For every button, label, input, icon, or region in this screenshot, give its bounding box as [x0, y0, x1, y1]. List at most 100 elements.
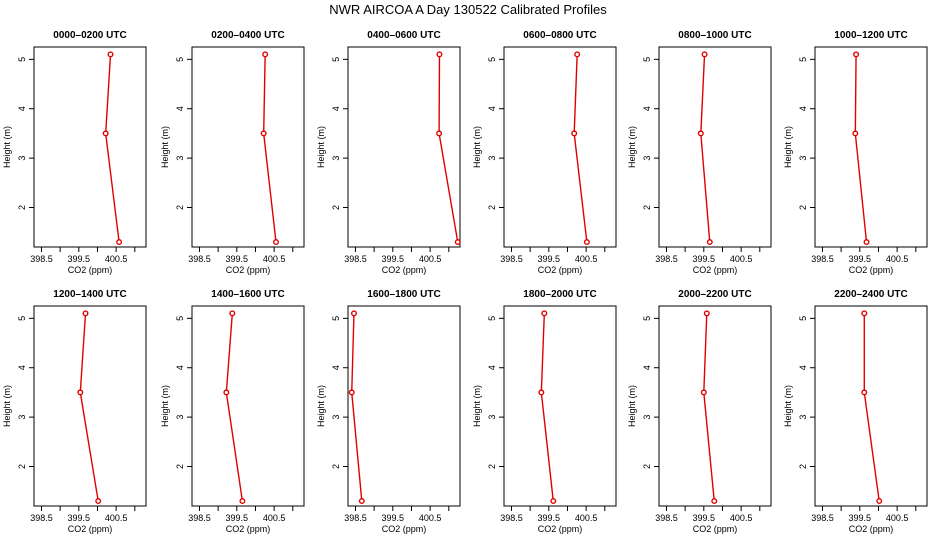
- x-axis-label: CO2 (ppm): [68, 524, 113, 534]
- x-tick-label: 398.5: [655, 254, 678, 264]
- y-tick-label: 3: [17, 415, 27, 420]
- x-axis-label: CO2 (ppm): [68, 265, 113, 275]
- y-tick-label: 5: [487, 57, 497, 62]
- plot-frame: [658, 305, 772, 507]
- panel-title: 1000–1200 UTC: [834, 30, 907, 41]
- data-point: [852, 130, 859, 137]
- data-point: [436, 130, 443, 137]
- x-axis-label: CO2 (ppm): [538, 524, 583, 534]
- data-point: [454, 239, 461, 246]
- profile-line: [438, 54, 459, 243]
- y-axis-label: Height (m): [472, 126, 482, 168]
- panel-title: 0400–0600 UTC: [367, 30, 440, 41]
- y-axis-label: Height (m): [316, 385, 326, 427]
- panel-title: 2000–2200 UTC: [678, 289, 751, 300]
- y-tick-label: 3: [642, 156, 652, 161]
- plot-frame: [814, 46, 928, 248]
- x-axis-label: CO2 (ppm): [226, 265, 271, 275]
- x-tick-label: 399.5: [538, 254, 561, 264]
- x-tick-label: 399.5: [382, 513, 405, 523]
- plot-frame: [503, 305, 617, 507]
- data-point: [82, 310, 89, 317]
- y-axis-label: Height (m): [783, 385, 793, 427]
- data-point: [262, 51, 269, 58]
- x-tick-label: 398.5: [30, 513, 53, 523]
- x-tick-label: 400.5: [886, 254, 909, 264]
- y-tick-label: 2: [175, 464, 185, 469]
- plot-frame: [33, 46, 147, 248]
- y-tick-label: 5: [175, 57, 185, 62]
- y-tick-label: 2: [17, 464, 27, 469]
- data-point: [223, 389, 230, 396]
- panel-title: 0600–0800 UTC: [523, 30, 596, 41]
- panel-title: 1400–1600 UTC: [211, 289, 284, 300]
- y-axis-label: Height (m): [2, 385, 12, 427]
- data-point: [538, 389, 545, 396]
- y-tick-label: 3: [331, 415, 341, 420]
- profile-line: [104, 54, 120, 243]
- profile-line: [225, 313, 244, 502]
- data-point: [107, 51, 114, 58]
- y-tick-label: 2: [331, 205, 341, 210]
- data-point: [350, 310, 357, 317]
- y-tick-label: 4: [331, 106, 341, 111]
- data-point: [116, 239, 123, 246]
- profile-line: [703, 313, 715, 502]
- data-point: [700, 389, 707, 396]
- y-axis-label: Height (m): [472, 385, 482, 427]
- y-tick-label: 3: [487, 156, 497, 161]
- panel-title: 0000–0200 UTC: [53, 30, 126, 41]
- y-tick-label: 2: [331, 464, 341, 469]
- x-tick-label: 398.5: [655, 513, 678, 523]
- x-tick-label: 398.5: [344, 254, 367, 264]
- x-axis-label: CO2 (ppm): [849, 265, 894, 275]
- data-point: [706, 239, 713, 246]
- y-tick-label: 2: [487, 205, 497, 210]
- profile-line: [79, 313, 99, 502]
- x-axis-label: CO2 (ppm): [382, 265, 427, 275]
- plot-frame: [191, 305, 305, 507]
- y-tick-label: 2: [487, 464, 497, 469]
- data-point: [95, 498, 102, 505]
- y-tick-label: 3: [487, 415, 497, 420]
- x-tick-label: 398.5: [188, 254, 211, 264]
- x-tick-label: 399.5: [382, 254, 405, 264]
- data-point: [863, 239, 870, 246]
- y-tick-label: 5: [798, 316, 808, 321]
- x-tick-label: 400.5: [263, 513, 286, 523]
- plot-frame: [814, 305, 928, 507]
- profile-line: [262, 54, 277, 243]
- profile-line: [700, 54, 711, 243]
- y-tick-label: 5: [642, 316, 652, 321]
- y-tick-label: 5: [331, 57, 341, 62]
- y-tick-label: 4: [798, 106, 808, 111]
- profile-line: [863, 313, 880, 502]
- y-tick-label: 3: [642, 415, 652, 420]
- panel-title: 0800–1000 UTC: [678, 30, 751, 41]
- figure-title: NWR AIRCOA A Day 130522 Calibrated Profi…: [329, 2, 607, 17]
- y-axis-label: Height (m): [160, 126, 170, 168]
- x-axis-label: CO2 (ppm): [226, 524, 271, 534]
- data-point: [853, 51, 860, 58]
- x-tick-label: 400.5: [575, 513, 598, 523]
- y-tick-label: 3: [175, 156, 185, 161]
- plot-frame: [347, 46, 461, 248]
- data-point: [861, 389, 868, 396]
- x-tick-label: 399.5: [226, 513, 249, 523]
- y-tick-label: 2: [642, 464, 652, 469]
- data-point: [541, 310, 548, 317]
- plot-frame: [347, 305, 461, 507]
- data-point: [550, 498, 557, 505]
- x-axis-label: CO2 (ppm): [849, 524, 894, 534]
- data-point: [861, 310, 868, 317]
- x-tick-label: 399.5: [693, 254, 716, 264]
- x-axis-label: CO2 (ppm): [693, 265, 738, 275]
- x-tick-label: 400.5: [730, 513, 753, 523]
- data-point: [273, 239, 280, 246]
